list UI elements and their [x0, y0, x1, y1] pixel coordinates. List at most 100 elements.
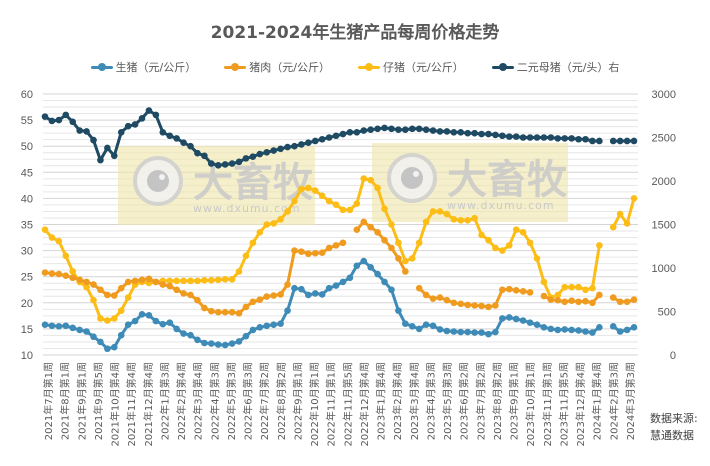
data-point[interactable]	[519, 229, 527, 236]
data-point[interactable]	[117, 284, 125, 292]
data-point[interactable]	[214, 162, 222, 169]
data-point[interactable]	[395, 255, 402, 262]
data-point[interactable]	[145, 275, 153, 283]
data-point[interactable]	[485, 303, 492, 311]
data-point[interactable]	[526, 134, 534, 141]
data-point[interactable]	[512, 133, 520, 140]
data-point[interactable]	[284, 143, 291, 151]
data-point[interactable]	[318, 249, 326, 256]
data-point[interactable]	[325, 284, 333, 292]
data-point[interactable]	[360, 175, 368, 182]
data-point[interactable]	[381, 236, 388, 244]
data-point[interactable]	[519, 288, 527, 295]
data-point[interactable]	[499, 132, 506, 140]
data-point[interactable]	[381, 278, 388, 286]
data-point[interactable]	[249, 298, 257, 306]
data-point[interactable]	[609, 137, 617, 145]
data-point[interactable]	[298, 185, 305, 193]
data-point[interactable]	[589, 329, 596, 336]
data-point[interactable]	[104, 291, 111, 299]
data-point[interactable]	[429, 208, 437, 215]
data-point[interactable]	[270, 147, 277, 154]
data-point[interactable]	[41, 269, 49, 276]
data-point[interactable]	[311, 290, 319, 297]
data-point[interactable]	[415, 284, 423, 292]
data-point[interactable]	[62, 111, 70, 119]
data-point[interactable]	[505, 242, 513, 249]
data-point[interactable]	[540, 278, 548, 286]
data-point[interactable]	[533, 134, 541, 141]
data-point[interactable]	[429, 127, 437, 134]
data-point[interactable]	[526, 319, 534, 326]
data-point[interactable]	[48, 234, 56, 241]
data-point[interactable]	[298, 248, 305, 255]
data-point[interactable]	[429, 322, 437, 330]
data-point[interactable]	[499, 315, 506, 322]
data-point[interactable]	[402, 257, 409, 265]
data-point[interactable]	[422, 321, 430, 329]
data-point[interactable]	[623, 137, 631, 145]
data-point[interactable]	[284, 281, 291, 288]
data-point[interactable]	[277, 215, 284, 223]
data-point[interactable]	[381, 205, 388, 213]
data-point[interactable]	[561, 135, 569, 142]
data-point[interactable]	[305, 184, 312, 192]
data-point[interactable]	[395, 239, 402, 247]
data-point[interactable]	[402, 320, 409, 327]
data-point[interactable]	[201, 152, 208, 160]
data-point[interactable]	[450, 299, 458, 307]
data-point[interactable]	[291, 284, 298, 292]
data-point[interactable]	[422, 126, 430, 133]
data-point[interactable]	[305, 139, 312, 147]
legend-item-piglet[interactable]: 仔猪（元/公斤）	[358, 59, 464, 75]
data-point[interactable]	[235, 268, 243, 275]
data-point[interactable]	[104, 317, 111, 324]
data-point[interactable]	[388, 286, 395, 294]
data-point[interactable]	[547, 325, 555, 333]
data-point[interactable]	[228, 308, 236, 316]
data-point[interactable]	[69, 324, 77, 332]
data-point[interactable]	[159, 320, 167, 328]
data-point[interactable]	[221, 308, 229, 316]
data-point[interactable]	[554, 135, 562, 142]
data-point[interactable]	[443, 296, 451, 304]
data-point[interactable]	[415, 125, 423, 133]
data-point[interactable]	[110, 315, 118, 322]
data-point[interactable]	[249, 239, 257, 247]
data-point[interactable]	[194, 149, 201, 157]
data-point[interactable]	[339, 130, 347, 138]
data-point[interactable]	[55, 116, 63, 124]
data-point[interactable]	[519, 134, 527, 141]
data-point[interactable]	[124, 122, 132, 130]
data-point[interactable]	[166, 132, 174, 140]
data-point[interactable]	[512, 315, 520, 323]
data-point[interactable]	[499, 286, 506, 294]
data-point[interactable]	[90, 296, 97, 304]
data-point[interactable]	[478, 329, 485, 336]
data-point[interactable]	[492, 244, 499, 252]
data-point[interactable]	[353, 128, 361, 136]
data-point[interactable]	[117, 307, 125, 314]
data-point[interactable]	[568, 135, 575, 142]
data-point[interactable]	[311, 249, 319, 257]
data-point[interactable]	[249, 326, 257, 334]
data-point[interactable]	[582, 135, 589, 143]
data-point[interactable]	[408, 322, 416, 330]
data-point[interactable]	[97, 338, 104, 346]
data-point[interactable]	[187, 142, 194, 150]
data-point[interactable]	[152, 317, 160, 325]
data-point[interactable]	[76, 127, 83, 134]
data-point[interactable]	[554, 326, 562, 334]
data-point[interactable]	[104, 144, 111, 152]
data-point[interactable]	[443, 327, 451, 335]
data-point[interactable]	[166, 319, 174, 326]
data-point[interactable]	[485, 236, 492, 244]
data-point[interactable]	[415, 239, 423, 247]
data-point[interactable]	[568, 283, 575, 291]
data-point[interactable]	[471, 129, 478, 137]
data-point[interactable]	[471, 214, 478, 222]
data-point[interactable]	[519, 317, 527, 324]
data-point[interactable]	[360, 218, 368, 226]
data-point[interactable]	[235, 338, 243, 345]
data-point[interactable]	[332, 132, 340, 140]
